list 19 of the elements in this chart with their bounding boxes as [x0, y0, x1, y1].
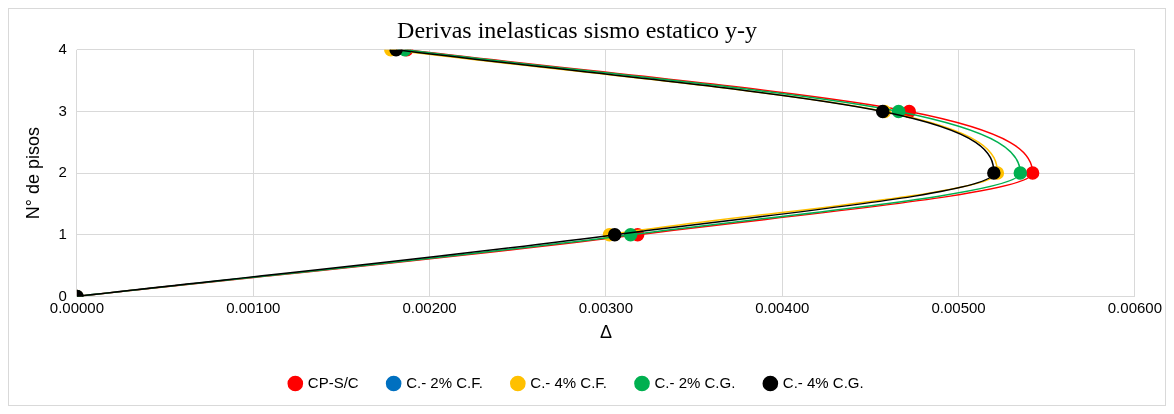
chart-title: Derivas inelasticas sismo estatico y-y: [397, 16, 757, 43]
legend-label: C.- 2% C.G.: [654, 373, 736, 391]
legend-label: CP-S/C: [307, 373, 359, 391]
x-tick-label: 0.00500: [931, 298, 986, 316]
x-tick-label: 0.00100: [226, 298, 281, 316]
x-tick-label: 0.00200: [402, 298, 457, 316]
y-axis-title: N° de pisos: [22, 126, 43, 220]
legend-label: C.- 4% C.G.: [782, 373, 864, 391]
y-tick-label: 0: [58, 286, 67, 304]
y-tick-label: 4: [58, 39, 67, 57]
legend-label: C.- 2% C.F.: [406, 373, 483, 391]
x-axis-title: Δ: [599, 322, 612, 343]
y-tick-label: 2: [58, 163, 67, 181]
x-tick-label: 0.00400: [755, 298, 810, 316]
legend-label: C.- 4% C.F.: [530, 373, 608, 391]
x-tick-label: 0.00300: [578, 298, 634, 316]
y-tick-label: 3: [58, 101, 67, 119]
y-tick-label: 1: [58, 224, 67, 242]
x-tick-label: 0.00600: [1107, 298, 1163, 316]
